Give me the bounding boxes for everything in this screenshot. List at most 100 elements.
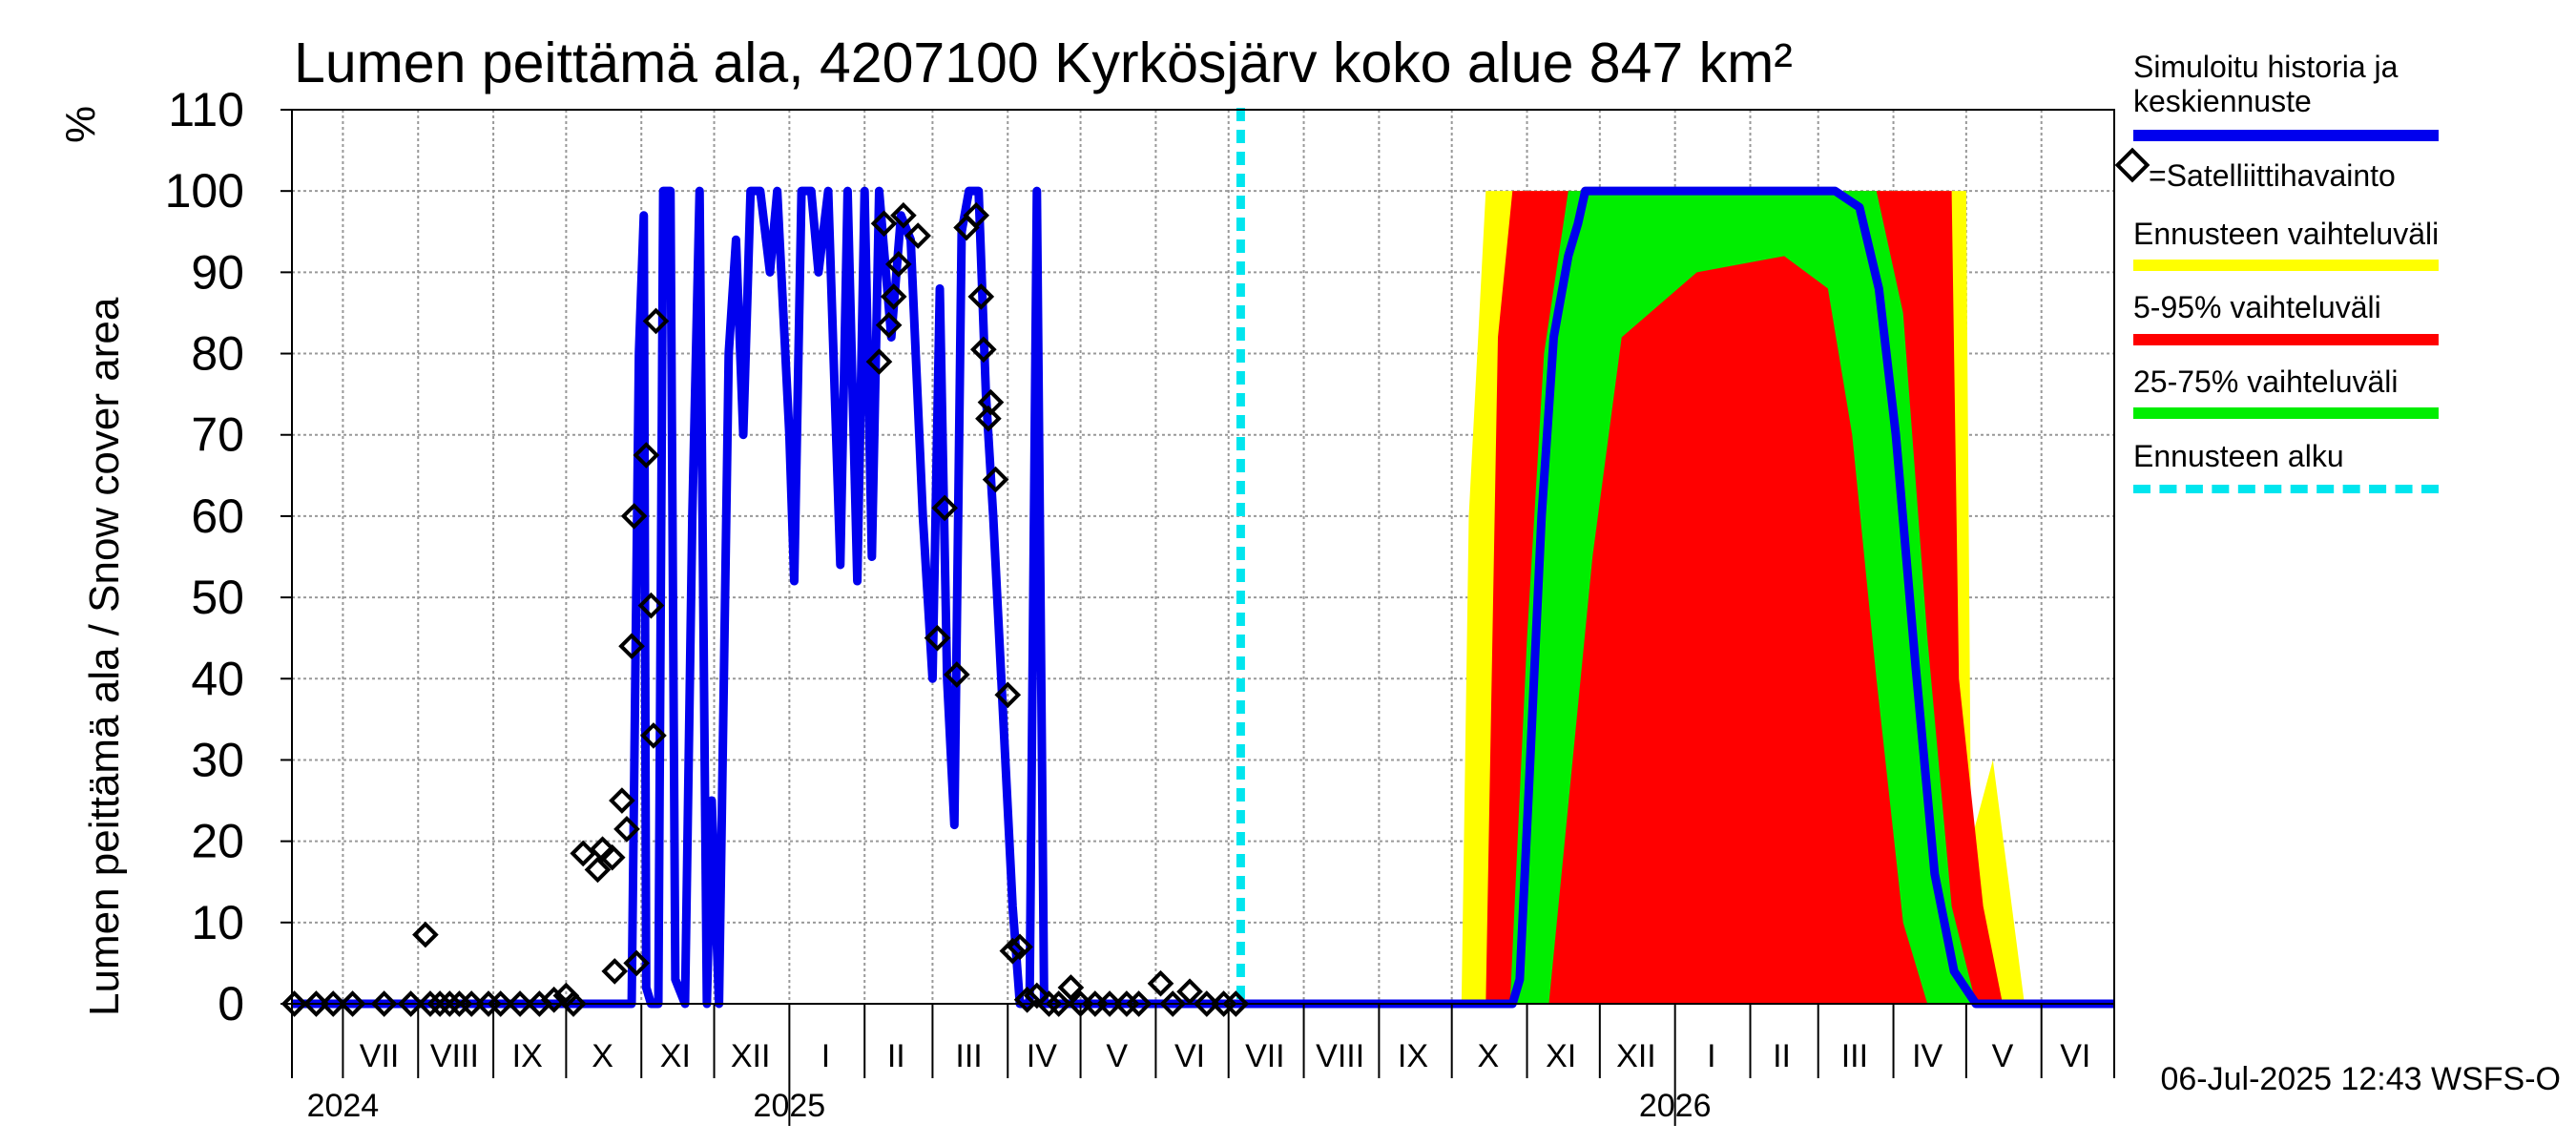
forecast-bands xyxy=(1461,191,2025,1004)
satellite-marker xyxy=(633,442,660,468)
y-tick-label: 30 xyxy=(191,733,244,786)
month-label: VI xyxy=(1174,1038,1205,1074)
month-label: IV xyxy=(1912,1038,1942,1074)
satellite-marker xyxy=(417,990,444,1017)
satellite-marker xyxy=(870,210,898,238)
satellite-marker xyxy=(999,937,1027,965)
satellite-marker xyxy=(370,990,398,1017)
satellite-marker xyxy=(880,283,907,310)
satellite-marker xyxy=(640,722,667,749)
month-label: VII xyxy=(1245,1038,1285,1074)
y-tick-label: 40 xyxy=(191,652,244,705)
satellite-marker xyxy=(1013,986,1041,1013)
satellite-marker xyxy=(584,856,612,884)
satellite-marker xyxy=(412,921,439,948)
satellite-marker xyxy=(931,494,958,522)
month-label: III xyxy=(955,1038,982,1074)
satellite-marker xyxy=(1023,982,1050,1010)
month-label: II xyxy=(887,1038,905,1074)
month-label: I xyxy=(1707,1038,1715,1074)
satellite-marker xyxy=(540,986,568,1013)
y-tick-label: 20 xyxy=(191,815,244,868)
satellite-marker xyxy=(982,466,1009,493)
satellite-marker xyxy=(944,661,970,688)
satellite-marker xyxy=(1159,990,1187,1017)
satellite-marker xyxy=(875,311,903,339)
satellite-marker xyxy=(1176,978,1203,1006)
y-tick-label: 110 xyxy=(168,83,244,136)
month-label: IX xyxy=(1398,1038,1428,1074)
satellite-marker xyxy=(884,251,912,278)
satellite-marker xyxy=(397,990,425,1017)
legend-sat-label: =Satelliittihavainto xyxy=(2149,158,2396,193)
satellite-marker xyxy=(642,307,670,335)
satellite-marker xyxy=(609,787,635,814)
legend-sim-swatch xyxy=(2133,130,2439,141)
month-label: III xyxy=(1841,1038,1868,1074)
satellite-marker xyxy=(637,592,665,619)
legend-p5-95-label: 5-95% vaihteluväli xyxy=(2133,290,2381,324)
y-tick-label: 10 xyxy=(191,896,244,949)
satellite-marker xyxy=(507,990,533,1017)
satellite-marker xyxy=(1057,974,1085,1001)
month-label: VIII xyxy=(430,1038,479,1074)
satellite-marker xyxy=(1193,990,1220,1017)
satellite-marker xyxy=(436,990,464,1017)
year-label: 2026 xyxy=(1639,1088,1712,1124)
satellite-marker xyxy=(570,840,597,867)
timestamp: 06-Jul-2025 12:43 WSFS-O xyxy=(2160,1061,2561,1097)
month-label: IV xyxy=(1027,1038,1057,1074)
satellite-marker xyxy=(620,503,648,530)
month-label: V xyxy=(1992,1038,2014,1074)
year-label: 2025 xyxy=(754,1088,826,1124)
y-tick-label: 90 xyxy=(191,245,244,299)
legend-p5-95-swatch xyxy=(2133,334,2439,345)
legend-start-swatch xyxy=(2133,485,2439,493)
satellite-marker xyxy=(975,405,1002,432)
satellite-marker xyxy=(1007,933,1033,961)
satellite-marker xyxy=(613,816,640,843)
satellite-marker xyxy=(339,990,366,1017)
legend-range-swatch xyxy=(2133,260,2439,271)
legend-sim-label-2: keskiennuste xyxy=(2133,84,2312,118)
legend-p25-75-label: 25-75% vaihteluväli xyxy=(2133,364,2399,399)
month-label: V xyxy=(1106,1038,1128,1074)
month-label: I xyxy=(821,1038,830,1074)
satellite-marker xyxy=(865,348,893,375)
satellite-marker xyxy=(458,990,486,1017)
satellite-marker xyxy=(1035,990,1063,1017)
year-label: 2024 xyxy=(307,1088,380,1124)
y-tick-label: 60 xyxy=(191,489,244,543)
month-label: XI xyxy=(660,1038,691,1074)
satellite-marker xyxy=(1147,969,1174,997)
y-tick-label: 70 xyxy=(191,408,244,462)
satellite-marker xyxy=(1045,990,1072,1017)
satellite-marker xyxy=(1222,990,1250,1017)
y-axis-label: Lumen peittämä ala / Snow cover area xyxy=(81,297,128,1016)
satellite-marker xyxy=(487,990,514,1017)
y-axis-unit: % xyxy=(57,105,104,143)
satellite-marker xyxy=(560,990,587,1017)
satellite-marker xyxy=(977,388,1005,416)
satellite-marker xyxy=(1125,990,1153,1017)
month-label: XII xyxy=(1616,1038,1656,1074)
plot-frame xyxy=(291,109,2115,1005)
satellite-marker xyxy=(280,990,308,1017)
y-tick-label: 100 xyxy=(165,164,244,218)
satellite-marker xyxy=(426,990,453,1017)
legend-sim-label-1: Simuloitu historia ja xyxy=(2133,50,2399,84)
simulated-line-layer xyxy=(292,108,2114,1009)
simulated-line xyxy=(292,186,2114,1009)
satellite-marker xyxy=(924,624,951,652)
legend-range-label: Ennusteen vaihteluväli xyxy=(2133,217,2440,251)
satellite-marker-layer xyxy=(280,201,1250,1017)
y-tick-label: 80 xyxy=(191,327,244,381)
month-label: VII xyxy=(360,1038,400,1074)
satellite-marker xyxy=(967,283,995,310)
month-label: IX xyxy=(512,1038,543,1074)
month-label: XII xyxy=(731,1038,771,1074)
satellite-marker xyxy=(623,949,650,977)
satellite-marker xyxy=(320,990,347,1017)
